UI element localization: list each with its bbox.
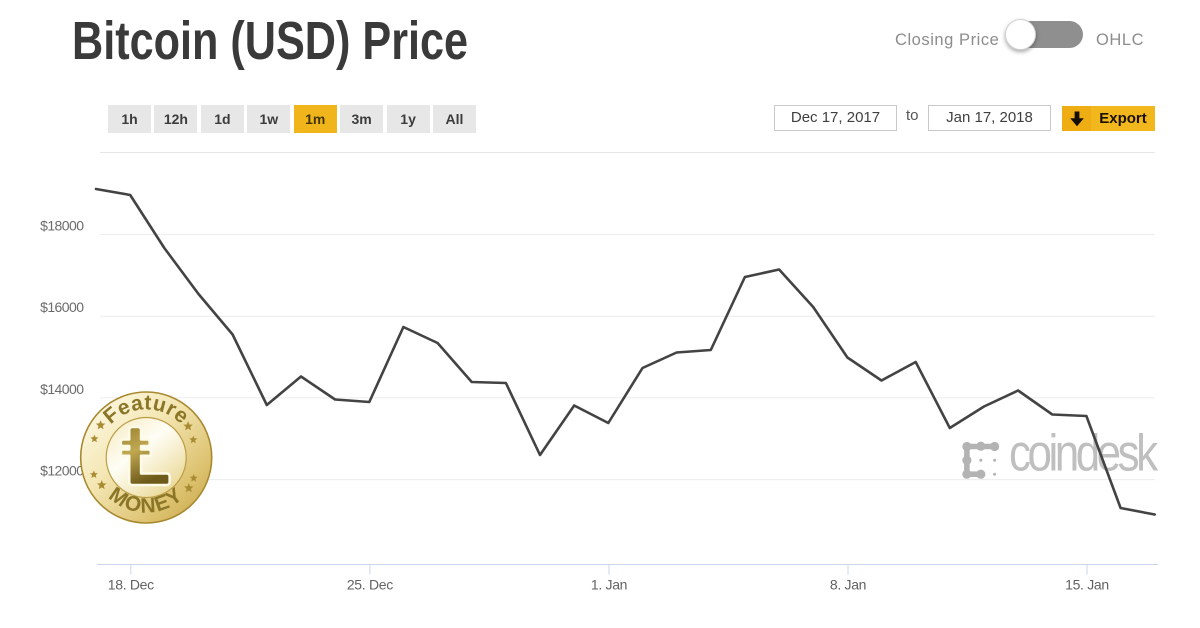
svg-text:18. Dec: 18. Dec — [108, 577, 154, 593]
svg-text:25. Dec: 25. Dec — [347, 577, 393, 593]
svg-text:8. Jan: 8. Jan — [830, 577, 866, 593]
svg-text:15. Jan: 15. Jan — [1065, 577, 1109, 593]
svg-text:$18000: $18000 — [40, 218, 84, 234]
svg-text:$16000: $16000 — [40, 299, 84, 315]
svg-text:coindesk: coindesk — [1009, 424, 1159, 482]
svg-text:$12000: $12000 — [40, 463, 84, 479]
svg-text:1. Jan: 1. Jan — [591, 577, 627, 593]
svg-text:$14000: $14000 — [40, 381, 84, 397]
